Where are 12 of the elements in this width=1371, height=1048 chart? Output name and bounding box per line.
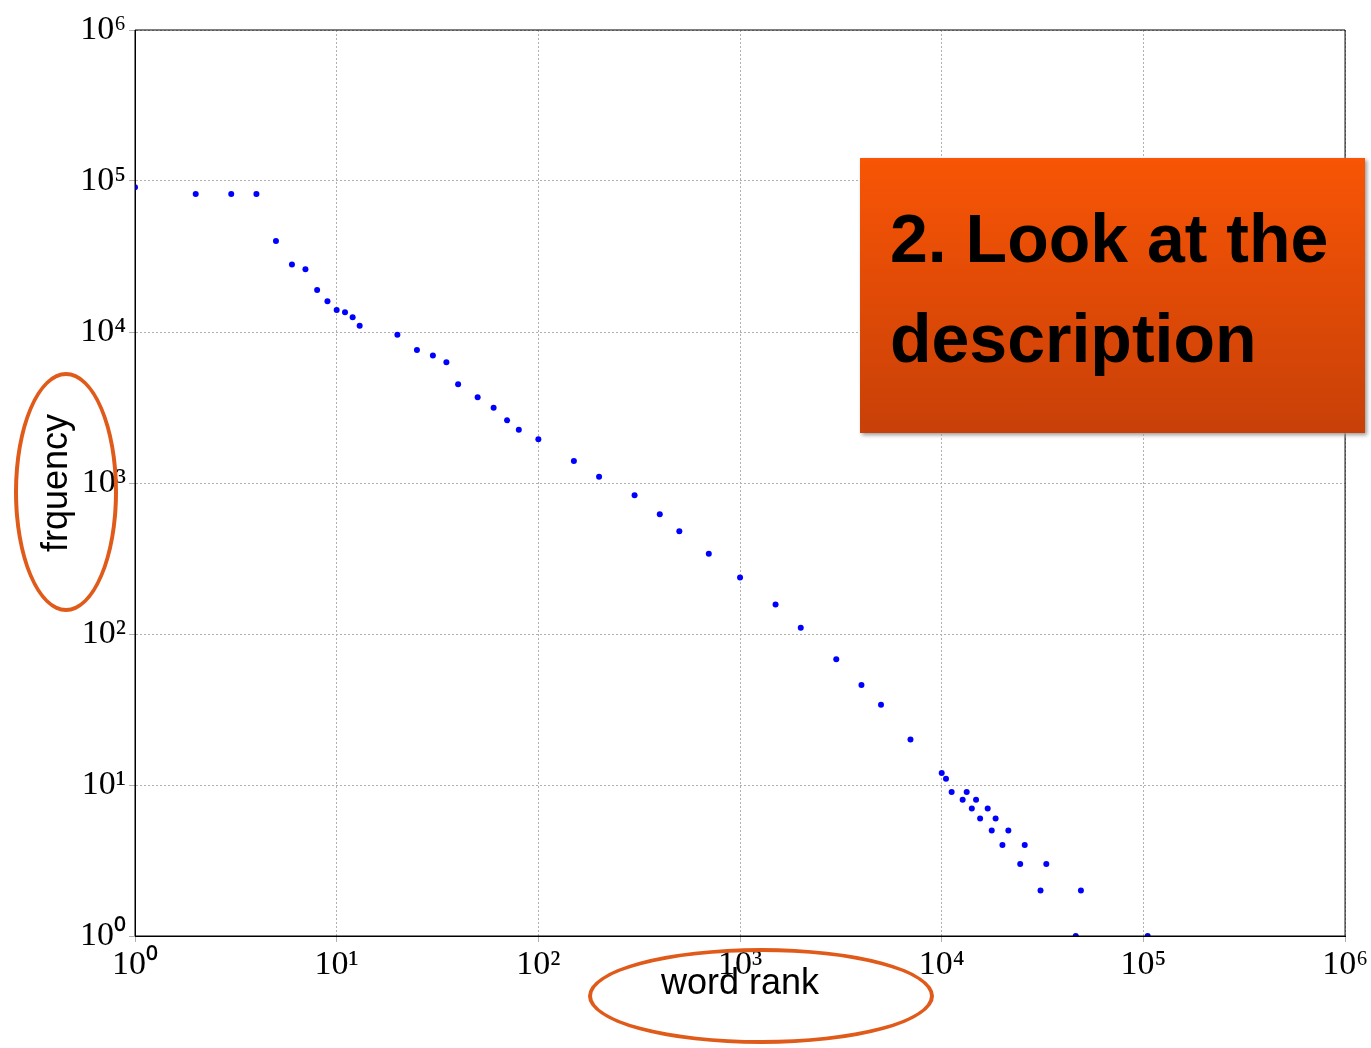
- x-tick-label: 10⁵: [1120, 944, 1167, 982]
- y-tick-label: 10⁶: [80, 8, 126, 46]
- y-tick-label: 10¹: [81, 763, 126, 801]
- x-tick-label: 10²: [516, 944, 561, 982]
- x-tick-label: 10¹: [314, 944, 359, 982]
- x-tick-label: 10⁶: [1322, 944, 1368, 982]
- x-tick-label: 10⁴: [918, 944, 965, 982]
- y-tick-label: 10⁵: [80, 159, 126, 197]
- annotation: 2. Look at the description: [860, 158, 1365, 433]
- y-tick-label: 10²: [81, 612, 126, 650]
- y-axis-title: frquency: [33, 413, 75, 553]
- y-tick-label: 10⁴: [80, 310, 126, 348]
